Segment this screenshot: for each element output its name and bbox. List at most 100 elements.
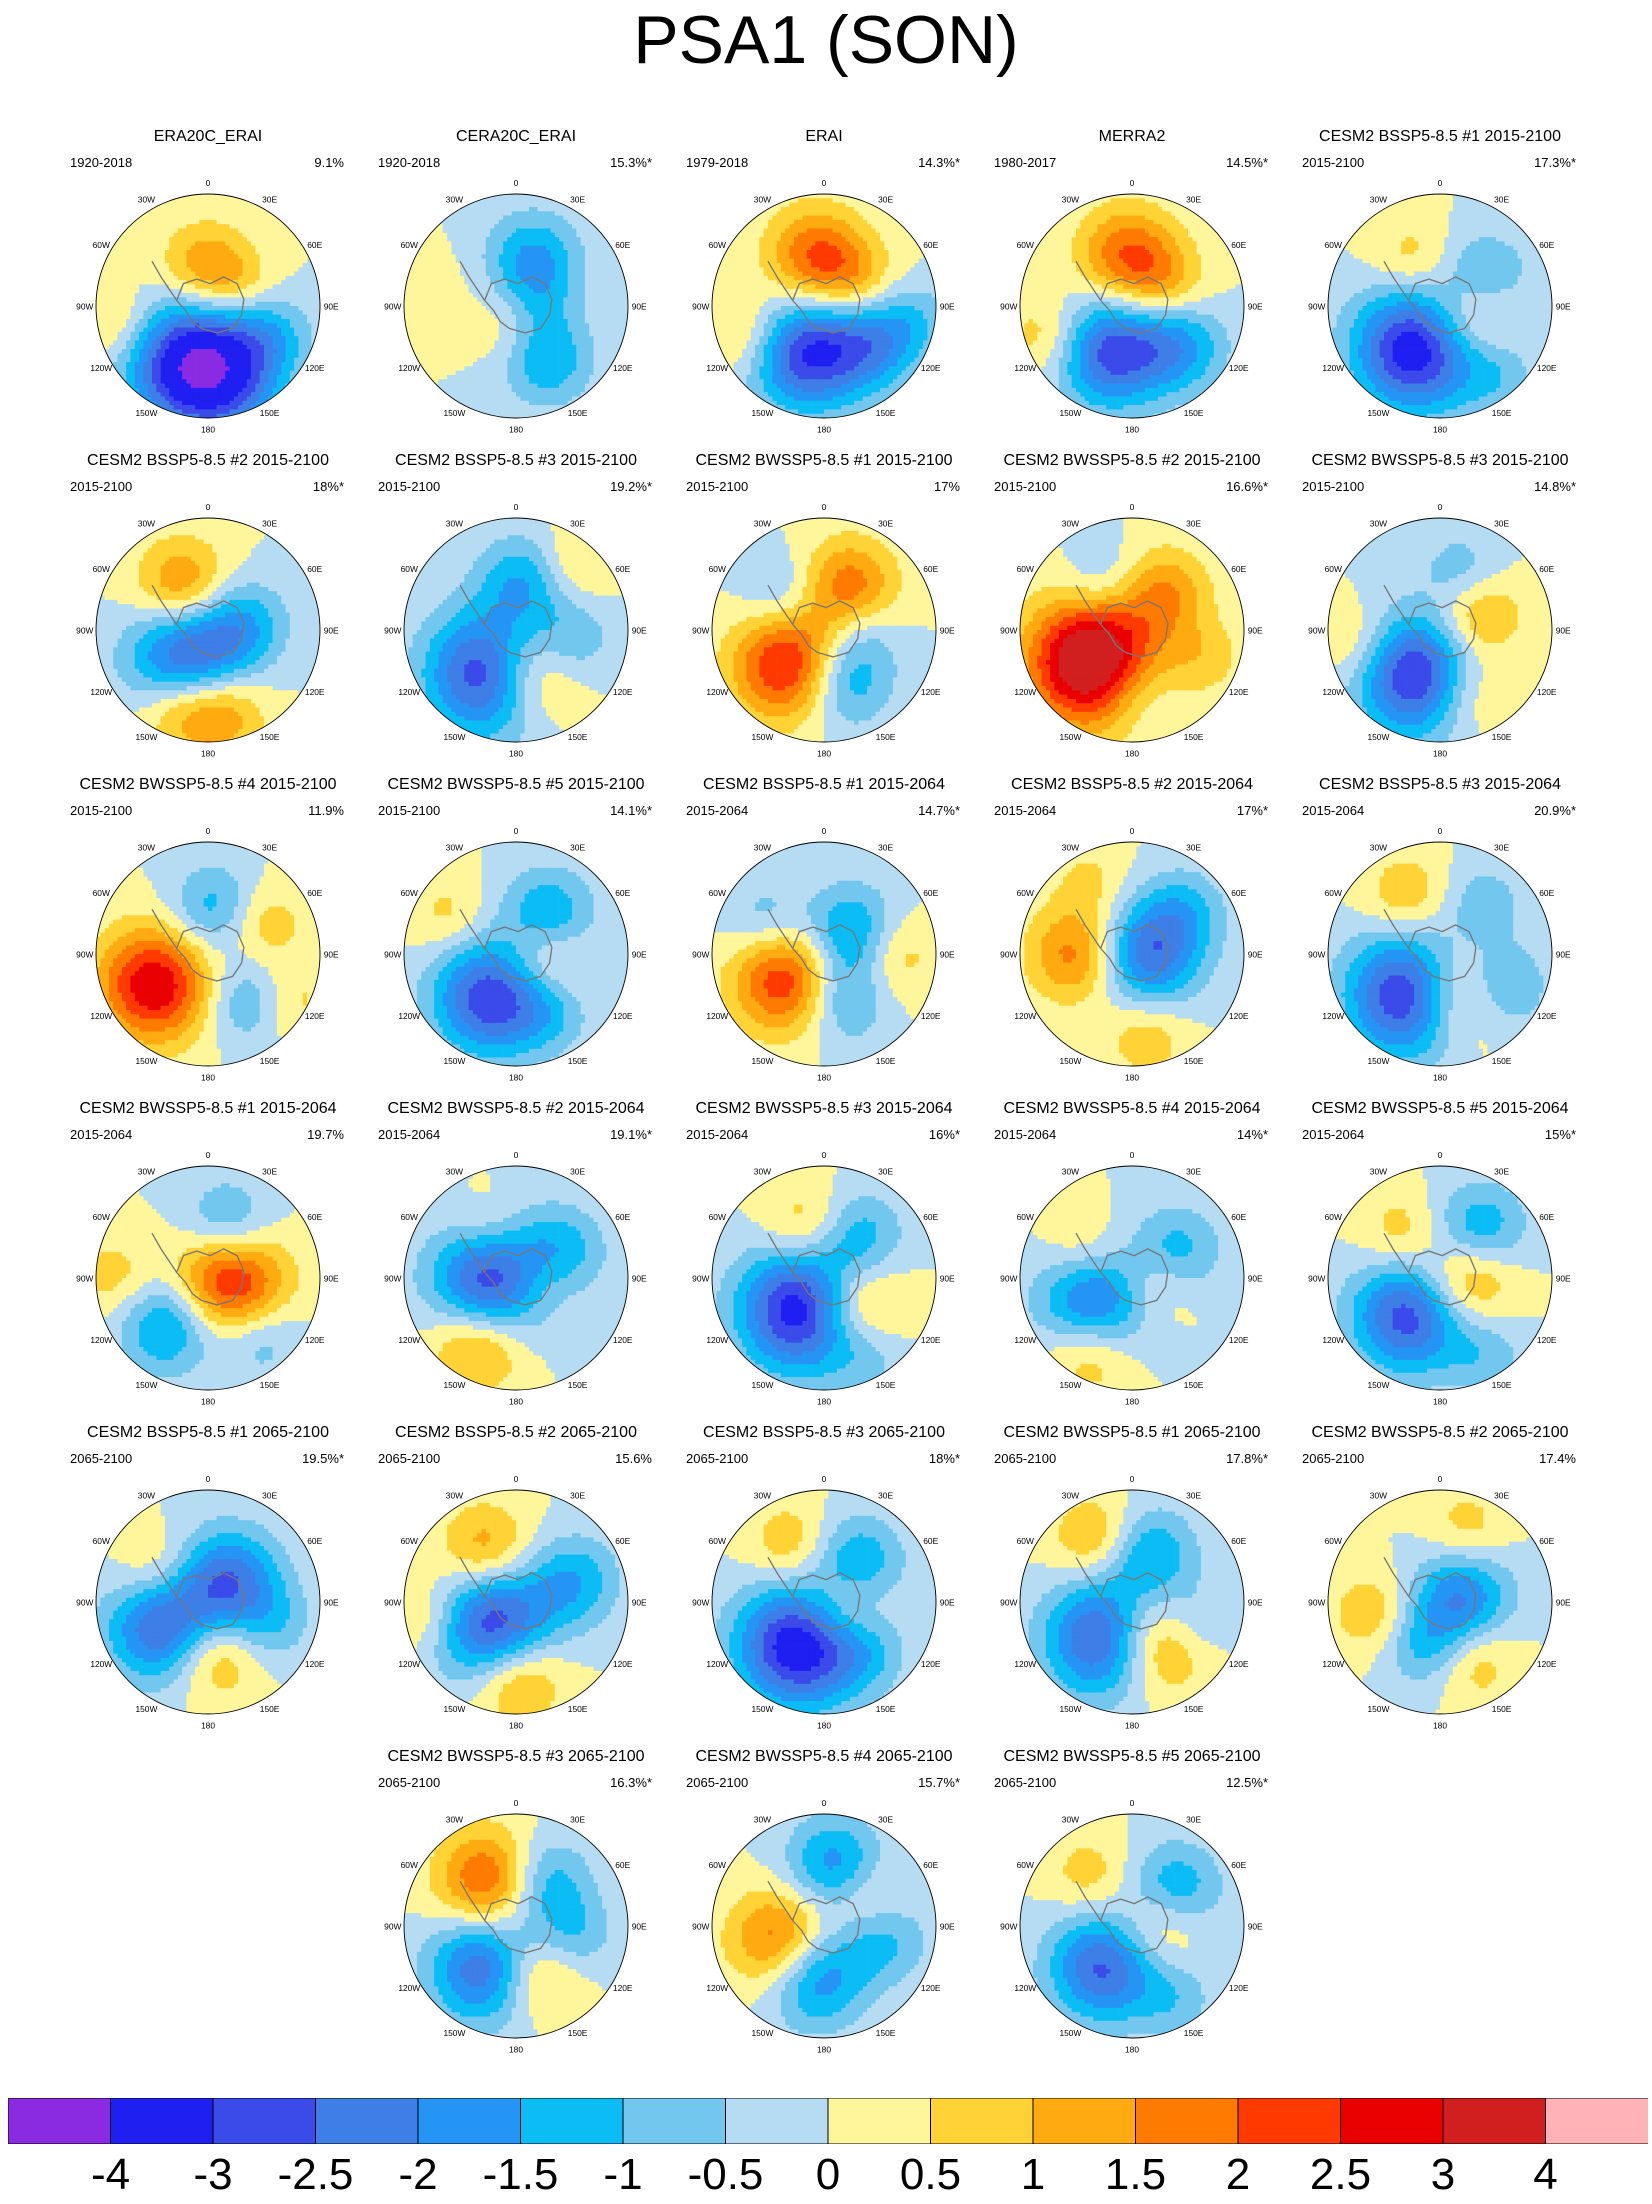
longitude-label: 90W [692, 1273, 709, 1283]
longitude-label: 150W [443, 408, 465, 418]
longitude-label: 150W [1367, 732, 1389, 742]
longitude-label: 30E [570, 1491, 585, 1501]
longitude-label: 150W [135, 1380, 157, 1390]
map-panel: CESM2 BWSSP5-8.5 #5 2015-2064 2015-2064 15… [1290, 1100, 1590, 1420]
longitude-label: 120E [305, 1011, 325, 1021]
map-panel: CESM2 BWSSP5-8.5 #4 2015-2100 2015-2100 11… [58, 776, 358, 1096]
longitude-label: 180 [817, 1721, 831, 1731]
longitude-label: 60E [307, 1536, 322, 1546]
longitude-label: 90E [940, 1273, 955, 1283]
colorbar-tick-label: 1 [1021, 2150, 1045, 2200]
contour-field [712, 1490, 936, 1714]
longitude-label: 180 [1433, 1397, 1447, 1407]
longitude-label: 90E [1556, 625, 1571, 635]
longitude-label: 120W [1014, 1983, 1036, 1993]
longitude-label: 120E [1229, 687, 1249, 697]
longitude-label: 0 [822, 1798, 827, 1808]
longitude-label: 30E [1494, 1491, 1509, 1501]
contour-field [96, 1490, 320, 1714]
longitude-label: 30W [754, 1491, 771, 1501]
longitude-label: 120E [305, 363, 325, 373]
longitude-label: 60W [401, 564, 418, 574]
longitude-label: 30E [1186, 1167, 1201, 1177]
contour-field [712, 518, 936, 742]
longitude-label: 150W [443, 732, 465, 742]
longitude-label: 60E [923, 1860, 938, 1870]
longitude-label: 180 [1433, 749, 1447, 759]
longitude-label: 60W [1017, 1212, 1034, 1222]
panel-title: CESM2 BSSP5-8.5 #3 2015-2064 [1290, 776, 1590, 794]
longitude-label: 60W [401, 1860, 418, 1870]
panel-title: CESM2 BWSSP5-8.5 #4 2065-2100 [674, 1748, 974, 1766]
map-panel: MERRA21980-201714.5%*030E60E90E120E150E1… [982, 128, 1282, 448]
polar-map: 030E60E90E120E150E180150W120W90W60W30W [992, 814, 1272, 1094]
longitude-label: 0 [514, 1474, 519, 1484]
polar-map: 030E60E90E120E150E180150W120W90W60W30W [684, 166, 964, 446]
longitude-label: 120W [706, 1335, 728, 1345]
contour-field [1020, 1166, 1244, 1390]
contour-field [404, 1490, 628, 1714]
longitude-label: 30W [138, 1167, 155, 1177]
contour-field [1020, 1490, 1244, 1714]
polar-map: 030E60E90E120E150E180150W120W90W60W30W [684, 1462, 964, 1742]
contour-field [1328, 842, 1552, 1066]
colorbar-swatch [1238, 2098, 1341, 2144]
longitude-label: 60W [401, 240, 418, 250]
longitude-label: 30W [1062, 843, 1079, 853]
longitude-label: 150E [568, 408, 588, 418]
longitude-label: 150E [1184, 2028, 1204, 2038]
panel-title: CESM2 BWSSP5-8.5 #4 2015-2064 [982, 1100, 1282, 1118]
longitude-label: 180 [1125, 1073, 1139, 1083]
contour-field [404, 842, 628, 1066]
longitude-label: 180 [509, 749, 523, 759]
longitude-label: 120E [1537, 687, 1557, 697]
longitude-label: 30E [878, 843, 893, 853]
longitude-label: 30W [754, 195, 771, 205]
longitude-label: 150E [260, 1380, 280, 1390]
panel-title: CESM2 BWSSP5-8.5 #4 2015-2100 [58, 776, 358, 794]
longitude-label: 90E [632, 1273, 647, 1283]
longitude-label: 120E [1229, 1659, 1249, 1669]
colorbar-tick-label: 4 [1533, 2150, 1557, 2200]
longitude-label: 180 [201, 1397, 215, 1407]
polar-map: 030E60E90E120E150E180150W120W90W60W30W [684, 1138, 964, 1418]
map-panel: CESM2 BSSP5-8.5 #1 2065-2100 2065-2100 19.… [58, 1424, 358, 1744]
longitude-label: 90E [1248, 1597, 1263, 1607]
polar-map: 030E60E90E120E150E180150W120W90W60W30W [992, 1138, 1272, 1418]
longitude-label: 60E [923, 1212, 938, 1222]
longitude-label: 60W [1325, 564, 1342, 574]
longitude-label: 30W [1062, 519, 1079, 529]
map-panel: CESM2 BSSP5-8.5 #1 2015-2100 2015-2100 17.… [1290, 128, 1590, 448]
longitude-label: 180 [201, 1073, 215, 1083]
longitude-label: 150E [568, 1704, 588, 1714]
longitude-label: 0 [206, 1150, 211, 1160]
longitude-label: 60W [709, 1860, 726, 1870]
contour-field [96, 194, 320, 418]
longitude-label: 60W [401, 888, 418, 898]
longitude-label: 30W [1370, 1167, 1387, 1177]
longitude-label: 180 [817, 1073, 831, 1083]
longitude-label: 120E [613, 1983, 633, 1993]
polar-map: 030E60E90E120E150E180150W120W90W60W30W [992, 1786, 1272, 2066]
panel-title: CESM2 BWSSP5-8.5 #5 2015-2064 [1290, 1100, 1590, 1118]
panel-title: CESM2 BWSSP5-8.5 #5 2065-2100 [982, 1748, 1282, 1766]
polar-map: 030E60E90E120E150E180150W120W90W60W30W [992, 1462, 1272, 1742]
longitude-label: 180 [509, 1721, 523, 1731]
panel-title: CESM2 BWSSP5-8.5 #2 2015-2100 [982, 452, 1282, 470]
map-panel: CESM2 BWSSP5-8.5 #3 2015-2064 2015-2064 16… [674, 1100, 974, 1420]
longitude-label: 30W [754, 843, 771, 853]
longitude-label: 90W [1308, 1273, 1325, 1283]
map-panel: CESM2 BWSSP5-8.5 #1 2015-2064 2015-2064 19… [58, 1100, 358, 1420]
longitude-label: 120W [398, 1335, 420, 1345]
longitude-label: 150W [135, 732, 157, 742]
longitude-label: 120E [305, 687, 325, 697]
panel-title: CESM2 BSSP5-8.5 #2 2065-2100 [366, 1424, 666, 1442]
longitude-label: 60W [401, 1212, 418, 1222]
colorbar-tick-label: -1 [603, 2150, 642, 2200]
longitude-label: 60E [923, 888, 938, 898]
longitude-label: 0 [514, 1150, 519, 1160]
longitude-label: 30E [570, 1167, 585, 1177]
longitude-label: 90E [324, 1597, 339, 1607]
longitude-label: 30E [570, 1815, 585, 1825]
panel-title: CESM2 BWSSP5-8.5 #3 2015-2064 [674, 1100, 974, 1118]
